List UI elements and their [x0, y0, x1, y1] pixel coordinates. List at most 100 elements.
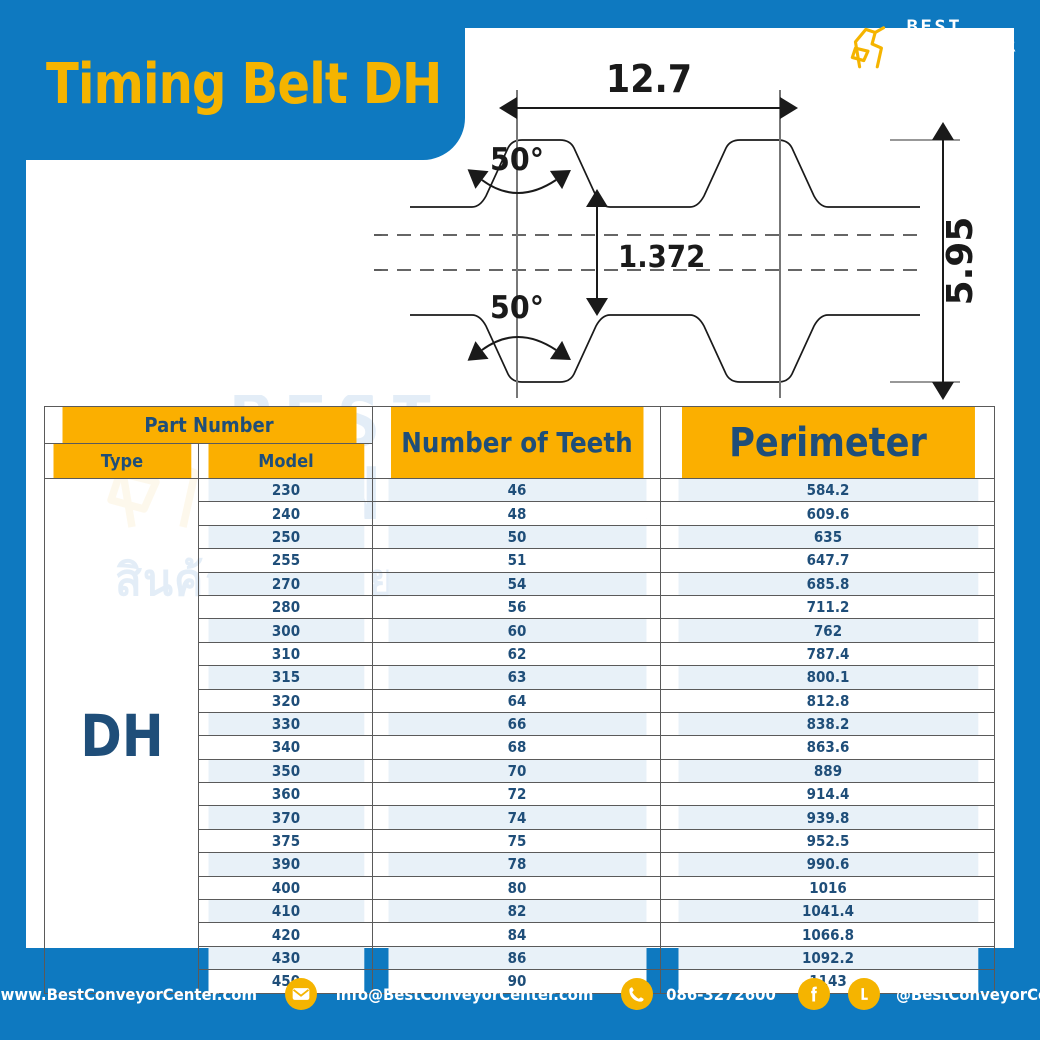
- table-row: 315 63 800.1: [45, 665, 995, 690]
- cell-model: 310: [206, 641, 365, 667]
- facebook-icon: [797, 978, 830, 1010]
- cell-teeth: 62: [386, 641, 647, 667]
- cell-model: 340: [206, 735, 365, 760]
- specification-table: Part Number Number of Teeth Perimeter Ty…: [44, 406, 995, 994]
- cell-model: 270: [206, 571, 365, 596]
- cell-perimeter: 787.4: [676, 641, 979, 667]
- cell-type: DH: [54, 478, 189, 994]
- footer-website[interactable]: www.BestConveyorCenter.com: [0, 978, 267, 1010]
- cell-teeth: 51: [386, 548, 647, 573]
- cell-model: 370: [206, 805, 365, 830]
- contact-footer: www.BestConveyorCenter.com info@BestConv…: [0, 948, 1040, 1040]
- cell-model: 280: [206, 594, 365, 620]
- cell-teeth: 80: [386, 875, 647, 901]
- envelope-icon: [284, 978, 317, 1010]
- cell-perimeter: 1041.4: [676, 899, 979, 924]
- cell-perimeter: 889: [676, 758, 979, 784]
- cell-perimeter: 584.2: [676, 477, 979, 503]
- table-row: 330 66 838.2: [45, 711, 995, 737]
- cell-model: 300: [206, 618, 365, 643]
- table-row: 390 78 990.6: [45, 852, 995, 877]
- cell-model: 320: [206, 688, 365, 713]
- cell-model: 360: [206, 782, 365, 807]
- phone-icon: [620, 978, 653, 1010]
- footer-phone[interactable]: 086-3272600: [620, 978, 780, 1010]
- cell-perimeter: 685.8: [676, 571, 979, 596]
- cell-model: 350: [206, 758, 365, 784]
- dimension-tooth-depth: 1.372: [618, 239, 705, 274]
- cell-teeth: 72: [386, 782, 647, 807]
- cell-teeth: 74: [386, 805, 647, 830]
- footer-email[interactable]: info@BestConveyorCenter.com: [284, 978, 603, 1010]
- footer-line[interactable]: @BestConveyorCenter: [847, 978, 1040, 1010]
- cell-model: 400: [206, 875, 365, 901]
- cell-model: 390: [206, 852, 365, 877]
- table-body: DH 230 46 584.2 240 48 609.6 250 50 635 255 51 647.7…: [45, 477, 995, 994]
- cell-perimeter: 838.2: [676, 711, 979, 737]
- cell-model: 255: [206, 548, 365, 573]
- logo-line-center: CENTER: [906, 54, 991, 75]
- cell-perimeter: 1016: [676, 875, 979, 901]
- cell-teeth: 56: [386, 594, 647, 620]
- cell-teeth: 50: [386, 524, 647, 550]
- cell-teeth: 75: [386, 828, 647, 854]
- footer-website-text: www.BestConveyorCenter.com: [0, 984, 257, 1004]
- cell-teeth: 84: [386, 922, 647, 947]
- logo-line-conveyor: CONVEYOR: [906, 35, 1018, 56]
- dimension-angle-top: 50°: [490, 142, 544, 178]
- cell-perimeter: 711.2: [676, 594, 979, 620]
- cell-model: 450: [206, 969, 365, 994]
- cell-model: 410: [206, 899, 365, 924]
- cell-teeth: 64: [386, 688, 647, 713]
- footer-email-text: info@BestConveyorCenter.com: [335, 984, 594, 1004]
- cell-teeth: 66: [386, 711, 647, 737]
- cell-perimeter: 914.4: [676, 782, 979, 807]
- header-part-number: Part Number: [60, 406, 357, 444]
- footer-line-text: @BestConveyorCenter: [895, 984, 1040, 1004]
- cell-teeth: 78: [386, 852, 647, 877]
- logo-line-best: BEST: [906, 16, 963, 38]
- table-row: 370 74 939.8: [45, 805, 995, 830]
- cell-teeth: 46: [386, 477, 647, 503]
- cell-model: 430: [206, 945, 365, 971]
- dimension-belt-height: 5.95: [940, 217, 981, 306]
- cell-teeth: 68: [386, 735, 647, 760]
- brand-logo: BEST CONVEYOR CENTER: [844, 18, 1018, 74]
- table-row: 430 86 1092.2: [45, 945, 995, 971]
- header-number-of-teeth: Number of Teeth: [389, 406, 644, 479]
- table-row: 280 56 711.2: [45, 594, 995, 620]
- cell-model: 330: [206, 711, 365, 737]
- robot-arm-icon: [851, 26, 886, 69]
- table-row: 250 50 635: [45, 524, 995, 550]
- dimension-angle-bottom: 50°: [490, 290, 544, 326]
- dimension-pitch: 12.7: [606, 57, 692, 102]
- cell-model: 420: [206, 922, 365, 947]
- cell-model: 250: [206, 524, 365, 550]
- cell-perimeter: 939.8: [676, 805, 979, 830]
- header-perimeter: Perimeter: [680, 406, 975, 479]
- header-model: Model: [206, 443, 365, 479]
- table-row: 340 68 863.6: [45, 735, 995, 760]
- table-row: 255 51 647.7: [45, 548, 995, 573]
- cell-teeth: 63: [386, 665, 647, 690]
- cell-perimeter: 609.6: [676, 501, 979, 526]
- line-icon: [847, 978, 880, 1010]
- table-header-group: Part Number Number of Teeth Perimeter: [45, 406, 995, 479]
- footer-facebook[interactable]: [797, 978, 830, 1010]
- cell-perimeter: 635: [676, 524, 979, 550]
- cell-teeth: 90: [386, 969, 647, 994]
- cell-teeth: 70: [386, 758, 647, 784]
- cell-model: 230: [206, 477, 365, 503]
- title-banner: Timing Belt DH: [0, 0, 465, 160]
- cell-perimeter: 800.1: [676, 665, 979, 690]
- cell-perimeter: 812.8: [676, 688, 979, 713]
- cell-perimeter: 762: [676, 618, 979, 643]
- table-row: 270 54 685.8: [45, 571, 995, 596]
- table-row: 300 60 762: [45, 618, 995, 643]
- cell-perimeter: 863.6: [676, 735, 979, 760]
- table-row: 400 80 1016: [45, 875, 995, 901]
- cell-model: 375: [206, 828, 365, 854]
- table-row: 410 82 1041.4: [45, 899, 995, 924]
- cell-model: 315: [206, 665, 365, 690]
- logo-wordmark: BEST CONVEYOR CENTER: [906, 18, 1018, 74]
